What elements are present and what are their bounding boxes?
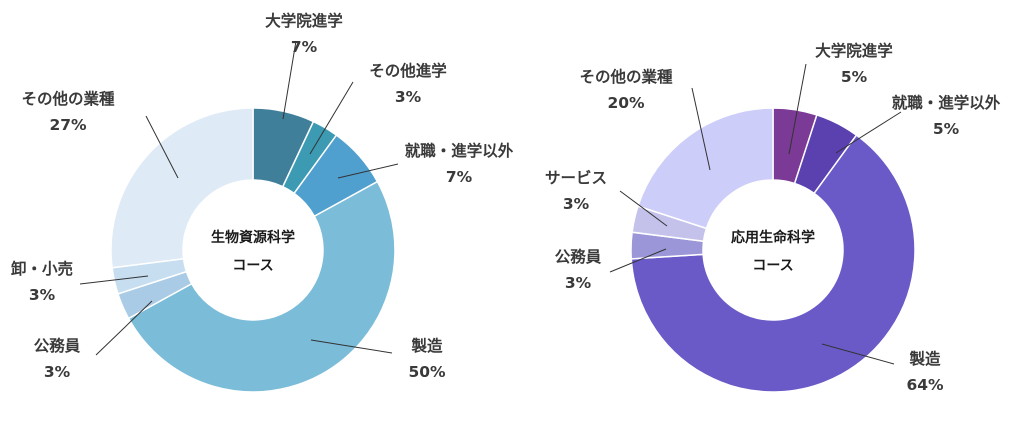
leader-line — [309, 81, 354, 155]
slice-value-label: 27% — [49, 116, 87, 134]
slice-label: 就職・進学以外 — [405, 141, 514, 160]
slice-label: 製造 — [410, 336, 443, 355]
slice-label: 公務員 — [34, 336, 81, 355]
slice-value-label: 7% — [446, 168, 473, 186]
slice-label: 製造 — [908, 349, 941, 368]
donut-chart-applied-life: 大学院進学 5% 就職・進学以外 5% 製造 64% 公務員 3% サービス 3% その他の業種 20… — [545, 41, 1001, 394]
slice-label: サービス — [545, 169, 607, 187]
slice-label: 大学院進学 — [265, 11, 343, 30]
slice-label: その他の業種 — [21, 89, 115, 108]
slice-value-label: 3% — [563, 195, 590, 213]
slice-value-label: 5% — [933, 120, 960, 138]
donut-slice-1-2 — [630, 134, 916, 393]
slice-label: 就職・進学以外 — [892, 93, 1001, 112]
slice-value-label: 3% — [565, 274, 592, 292]
donut-slice-1-5 — [637, 107, 774, 230]
donut-slice-0-6 — [110, 107, 254, 269]
leader-line — [337, 163, 399, 179]
slice-label: その他進学 — [369, 61, 447, 80]
donut-chart-bioresource: 大学院進学 7% その他進学 3% 就職・進学以外 7% 製造 50% 公務員 3% 卸・小売 3% そ… — [11, 11, 514, 393]
slice-label: 卸・小売 — [11, 259, 73, 278]
leader-line — [788, 63, 807, 155]
slice-value-label: 20% — [607, 94, 645, 112]
center-label: 応用生命科学 — [731, 229, 815, 246]
slice-value-label: 3% — [29, 286, 56, 304]
leader-line — [609, 248, 667, 273]
slice-value-label: 3% — [395, 88, 422, 106]
donut-slice-0-3 — [127, 180, 396, 393]
center-label: コース — [752, 258, 793, 274]
slice-label: その他の業種 — [579, 67, 673, 86]
slice-label: 公務員 — [555, 247, 602, 266]
leader-line — [821, 343, 895, 365]
leader-line — [79, 275, 149, 285]
leader-line — [95, 300, 153, 356]
leader-line — [835, 111, 902, 154]
center-label: 生物資源科学 — [211, 229, 295, 246]
center-label: コース — [232, 258, 273, 274]
slice-value-label: 50% — [408, 363, 446, 381]
slice-value-label: 3% — [44, 363, 71, 381]
leader-line — [145, 115, 179, 179]
leader-line — [310, 339, 393, 354]
slice-value-label: 64% — [906, 376, 944, 394]
leader-line — [282, 40, 297, 120]
leader-line — [619, 190, 668, 227]
slice-value-label: 7% — [291, 38, 318, 56]
leader-line — [691, 87, 711, 171]
slice-value-label: 5% — [841, 68, 868, 86]
slice-label: 大学院進学 — [815, 41, 893, 60]
